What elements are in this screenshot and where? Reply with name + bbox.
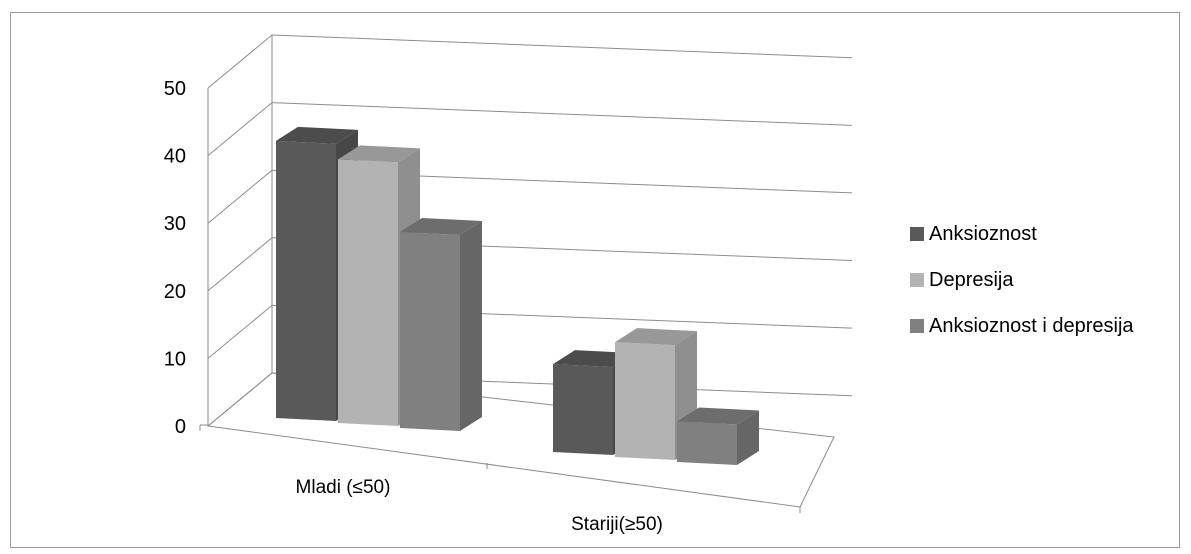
legend-item: Depresija [910,269,1014,291]
legend-swatch [910,319,924,333]
bar [338,159,398,427]
bar-top [276,126,358,144]
bar-top [338,145,420,163]
bar [553,364,613,455]
y-tick-label: 0 [175,416,186,438]
legend-swatch [910,273,924,287]
legend-item: Anksioznost [910,223,1037,245]
axis-layer [199,35,835,513]
bar-top [400,217,482,235]
y-tick-labels: 0 10 20 30 40 50 [164,78,186,438]
bars-layer [276,126,759,465]
y-tick-label: 30 [164,213,186,235]
floor [206,372,835,508]
side-gridline [207,305,273,359]
side-gridline [207,169,273,224]
side-gridline [207,34,273,89]
chart-frame [10,12,1180,548]
y-tick-label: 10 [164,348,186,370]
y-tick-label: 50 [164,78,186,100]
legend-item: Anksioznost i depresija [910,315,1134,337]
x-category-labels: Mladi (≤50) Stariji(≥50) [296,477,663,535]
legend-swatch [910,227,924,241]
x-category-label: Mladi (≤50) [296,477,391,498]
bar [400,231,460,431]
x-category-label: Stariji(≥50) [571,514,663,535]
legend-label: Depresija [929,269,1014,291]
bar [615,342,675,460]
legend-label: Anksioznost i depresija [929,315,1134,337]
bar-top [553,350,635,368]
gridline [271,102,853,126]
legend-label: Anksioznost [929,223,1037,245]
bar-side [460,220,482,431]
y-tick-label: 20 [164,281,186,303]
bar [677,421,737,465]
side-gridline [207,237,273,292]
legend: Anksioznost Depresija Anksioznost i depr… [910,223,1134,337]
gridline [271,34,853,59]
bar-top [615,328,697,346]
bar [276,140,336,421]
side-gridline [207,102,273,156]
bar-side [737,410,759,465]
bar-top [677,407,759,425]
y-tick-label: 40 [164,146,186,168]
